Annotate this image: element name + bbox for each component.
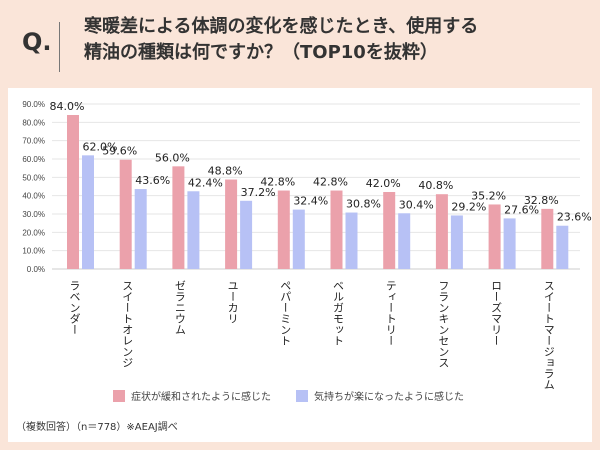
data-label: 84.0%: [50, 100, 85, 113]
y-tick-label: 20.0%: [22, 228, 45, 237]
x-tick-label: スイートマージョラム: [542, 280, 556, 390]
x-tick-label: ティートリー: [384, 280, 398, 346]
title-line-2: 精油の種類は何ですか？（TOP10を抜粋）: [84, 42, 438, 63]
y-tick-label: 0.0%: [27, 265, 45, 274]
bar: [488, 204, 501, 269]
bar: [240, 200, 253, 269]
data-label: 27.6%: [504, 203, 539, 216]
bar: [398, 213, 411, 269]
data-label: 48.8%: [208, 165, 243, 178]
bar: [225, 179, 238, 269]
data-label: 35.2%: [471, 189, 506, 202]
y-tick-label: 50.0%: [22, 173, 45, 182]
y-tick-label: 80.0%: [22, 118, 45, 127]
bar: [277, 190, 290, 269]
y-tick-label: 70.0%: [22, 137, 45, 146]
data-label: 42.4%: [188, 176, 223, 189]
data-label: 42.8%: [260, 176, 295, 189]
legend-label: 気持ちが楽になったように感じた: [314, 392, 464, 403]
legend-swatch: [113, 389, 125, 402]
data-label: 43.6%: [135, 174, 170, 187]
x-tick-label: ラベンダー: [68, 280, 81, 335]
x-tick-label: ローズマリー: [489, 280, 503, 346]
data-label: 23.6%: [557, 211, 592, 224]
bar: [82, 155, 94, 269]
data-label: 32.4%: [293, 195, 328, 208]
y-tick-label: 30.0%: [22, 210, 45, 219]
data-label: 29.2%: [451, 200, 486, 213]
x-tick-label: ユーカリ: [226, 280, 240, 324]
bar: [383, 192, 396, 269]
bar: [503, 218, 516, 269]
bar: [330, 190, 343, 269]
bar: [450, 215, 463, 269]
bar: [119, 159, 132, 269]
data-label: 42.8%: [313, 176, 348, 189]
y-tick-label: 40.0%: [22, 192, 45, 201]
bar: [67, 115, 79, 269]
x-tick-label: ペパーミント: [278, 280, 292, 346]
data-label: 32.8%: [524, 194, 559, 207]
data-label: 30.4%: [399, 198, 434, 211]
data-label: 40.8%: [418, 179, 453, 192]
data-label: 42.0%: [366, 177, 401, 190]
x-tick-label: スイートオレンジ: [120, 280, 134, 368]
x-tick-label: ゼラニウム: [173, 280, 187, 335]
question-label: Q.: [22, 28, 52, 56]
data-label: 59.6%: [102, 145, 137, 158]
footnote: （複数回答）（n＝778）※AEAJ調べ: [16, 422, 178, 433]
title-line-1: 寒暖差による体調の変化を感じたとき、使用する: [84, 16, 479, 37]
divider: [59, 22, 60, 72]
y-tick-label: 10.0%: [22, 247, 45, 256]
bar: [556, 225, 569, 269]
legend-item-2: 気持ちが楽になったように感じた: [296, 388, 464, 403]
y-tick-label: 60.0%: [22, 155, 45, 164]
data-label: 56.0%: [155, 151, 190, 164]
bar: [345, 212, 358, 269]
data-label: 30.8%: [346, 198, 381, 211]
page-title: 寒暖差による体調の変化を感じたとき、使用する 精油の種類は何ですか？（TOP10…: [84, 14, 478, 66]
data-label: 37.2%: [241, 186, 276, 199]
legend-swatch: [296, 389, 308, 402]
legend-label: 症状が緩和されたように感じた: [131, 392, 271, 403]
bar: [134, 189, 147, 269]
bar: [541, 208, 554, 269]
bar: [292, 209, 305, 269]
data-label: 62.0%: [83, 140, 118, 153]
x-tick-label: フランキンセンス: [436, 280, 450, 368]
legend-item-1: 症状が緩和されたように感じた: [113, 388, 271, 403]
y-tick-label: 90.0%: [22, 100, 45, 109]
bar: [172, 166, 185, 269]
bar: [435, 194, 448, 269]
x-tick-label: ベルガモット: [331, 280, 345, 346]
bar: [187, 191, 200, 269]
